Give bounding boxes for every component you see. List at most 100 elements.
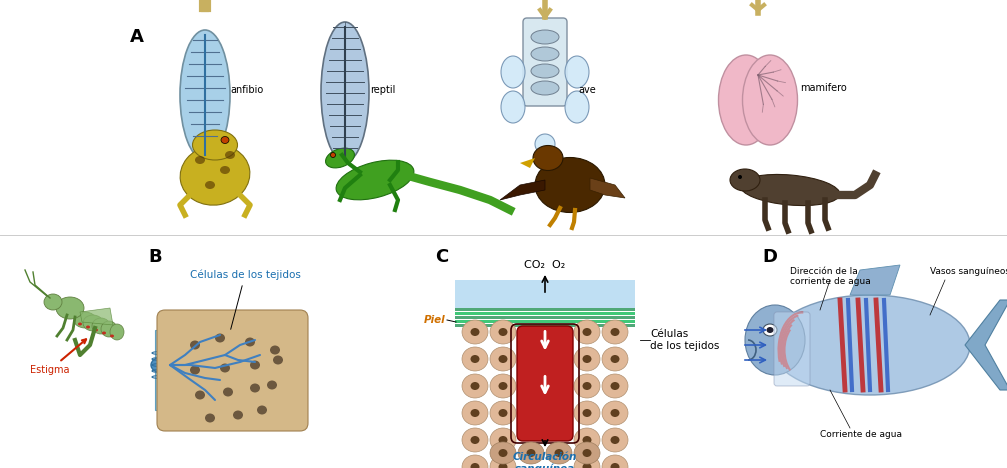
Ellipse shape <box>221 137 229 144</box>
Ellipse shape <box>501 56 525 88</box>
Ellipse shape <box>501 91 525 123</box>
Ellipse shape <box>321 22 369 162</box>
Ellipse shape <box>535 158 605 212</box>
Polygon shape <box>590 178 625 198</box>
Ellipse shape <box>110 324 124 340</box>
Ellipse shape <box>250 383 260 393</box>
Ellipse shape <box>180 145 250 205</box>
Ellipse shape <box>582 463 591 468</box>
Text: ave: ave <box>578 85 596 95</box>
Ellipse shape <box>527 449 536 457</box>
Text: Dirección de la
corriente de agua: Dirección de la corriente de agua <box>790 267 871 286</box>
Ellipse shape <box>220 364 230 373</box>
Ellipse shape <box>719 55 773 145</box>
FancyBboxPatch shape <box>517 326 573 441</box>
FancyBboxPatch shape <box>455 324 635 327</box>
Ellipse shape <box>610 463 619 468</box>
Ellipse shape <box>233 410 243 419</box>
Ellipse shape <box>86 326 90 329</box>
Ellipse shape <box>742 55 798 145</box>
Ellipse shape <box>151 358 171 373</box>
Ellipse shape <box>190 341 200 350</box>
Ellipse shape <box>498 449 508 457</box>
Ellipse shape <box>740 175 840 205</box>
Ellipse shape <box>531 64 559 78</box>
Ellipse shape <box>490 401 516 425</box>
Ellipse shape <box>92 318 110 334</box>
Ellipse shape <box>770 295 970 395</box>
Ellipse shape <box>325 148 354 168</box>
Text: B: B <box>148 248 162 266</box>
Ellipse shape <box>738 175 742 179</box>
Ellipse shape <box>535 134 555 154</box>
Ellipse shape <box>267 380 277 389</box>
Ellipse shape <box>610 436 619 444</box>
Ellipse shape <box>498 355 508 363</box>
FancyBboxPatch shape <box>455 312 635 315</box>
Polygon shape <box>965 300 1007 390</box>
Ellipse shape <box>78 322 82 326</box>
Ellipse shape <box>574 428 600 452</box>
Ellipse shape <box>205 414 215 423</box>
Ellipse shape <box>195 390 205 400</box>
Polygon shape <box>500 180 545 200</box>
Ellipse shape <box>574 442 600 464</box>
Ellipse shape <box>565 91 589 123</box>
FancyBboxPatch shape <box>455 316 635 319</box>
Ellipse shape <box>257 405 267 415</box>
Text: D: D <box>762 248 777 266</box>
Ellipse shape <box>730 169 760 191</box>
Ellipse shape <box>462 455 488 468</box>
Ellipse shape <box>610 409 619 417</box>
Polygon shape <box>80 308 113 325</box>
Ellipse shape <box>610 355 619 363</box>
Ellipse shape <box>470 382 479 390</box>
Text: Piel: Piel <box>423 315 445 325</box>
Ellipse shape <box>498 409 508 417</box>
Ellipse shape <box>462 401 488 425</box>
Ellipse shape <box>205 181 215 189</box>
Text: reptil: reptil <box>370 85 396 95</box>
Ellipse shape <box>498 436 508 444</box>
Ellipse shape <box>83 315 103 331</box>
Ellipse shape <box>602 428 628 452</box>
Ellipse shape <box>546 442 572 464</box>
Ellipse shape <box>195 156 205 164</box>
Ellipse shape <box>531 81 559 95</box>
FancyBboxPatch shape <box>157 310 308 431</box>
Ellipse shape <box>582 409 591 417</box>
Ellipse shape <box>602 347 628 371</box>
Text: Circulación
sanguínea: Circulación sanguínea <box>513 452 577 468</box>
FancyBboxPatch shape <box>774 312 810 386</box>
Ellipse shape <box>574 347 600 371</box>
Ellipse shape <box>610 328 619 336</box>
Ellipse shape <box>574 374 600 398</box>
Ellipse shape <box>745 305 805 375</box>
Ellipse shape <box>470 328 479 336</box>
Text: mamifero: mamifero <box>800 83 847 93</box>
Ellipse shape <box>470 355 479 363</box>
Text: Estigma: Estigma <box>30 339 86 375</box>
Ellipse shape <box>582 449 591 457</box>
Ellipse shape <box>336 160 414 200</box>
Ellipse shape <box>490 347 516 371</box>
Ellipse shape <box>490 428 516 452</box>
Ellipse shape <box>180 30 230 160</box>
Ellipse shape <box>110 335 114 337</box>
Ellipse shape <box>225 151 235 159</box>
Text: Corriente de agua: Corriente de agua <box>820 430 902 439</box>
Ellipse shape <box>574 401 600 425</box>
Ellipse shape <box>574 455 600 468</box>
Ellipse shape <box>245 337 255 346</box>
Ellipse shape <box>462 347 488 371</box>
FancyBboxPatch shape <box>455 320 635 323</box>
Ellipse shape <box>220 166 230 174</box>
Ellipse shape <box>94 329 98 331</box>
Ellipse shape <box>574 320 600 344</box>
Ellipse shape <box>602 320 628 344</box>
Ellipse shape <box>470 463 479 468</box>
Text: CO₂  O₂: CO₂ O₂ <box>525 260 566 270</box>
Ellipse shape <box>462 320 488 344</box>
Ellipse shape <box>215 334 225 343</box>
Ellipse shape <box>490 455 516 468</box>
